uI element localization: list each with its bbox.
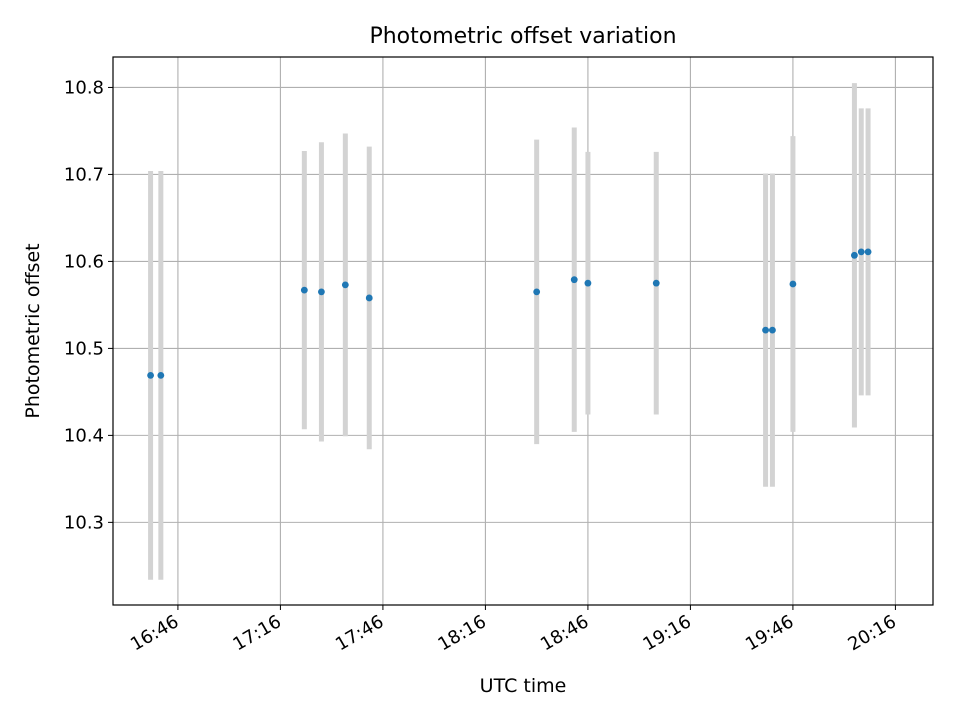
- x-axis-label: UTC time: [480, 675, 567, 697]
- x-tick-label: 16:46: [127, 611, 182, 655]
- y-tick-label: 10.7: [64, 164, 104, 185]
- data-point: [570, 276, 578, 284]
- data-point: [147, 371, 154, 379]
- y-tick-label: 10.5: [64, 338, 104, 359]
- plot-frame: [112, 56, 934, 606]
- data-points: [147, 248, 872, 379]
- data-point: [157, 371, 165, 379]
- x-tick-label: 19:16: [639, 611, 694, 655]
- data-point: [584, 279, 592, 287]
- x-tick-label: 18:16: [434, 611, 489, 655]
- y-tick-label: 10.6: [64, 251, 104, 272]
- y-axis-ticks: 10.3 10.4 10.5 10.6 10.7 10.8: [64, 77, 113, 533]
- data-point: [864, 248, 872, 256]
- x-tick-label: 19:46: [742, 611, 797, 655]
- data-point: [851, 251, 858, 259]
- y-tick-label: 10.8: [64, 77, 104, 98]
- x-tick-label: 18:46: [537, 611, 592, 655]
- data-point: [341, 281, 349, 289]
- y-tick-label: 10.3: [64, 512, 104, 533]
- data-point: [533, 288, 541, 296]
- y-tick-label: 10.4: [64, 425, 104, 446]
- data-point: [769, 326, 776, 334]
- chart-title: Photometric offset variation: [369, 24, 676, 49]
- x-tick-label: 20:16: [844, 611, 899, 655]
- y-axis-label: Photometric offset: [22, 243, 44, 418]
- data-point: [365, 294, 373, 302]
- data-point: [857, 248, 865, 256]
- data-point: [762, 326, 769, 334]
- data-point: [300, 286, 308, 294]
- errorbars: [148, 83, 871, 580]
- data-point: [318, 288, 325, 296]
- x-tick-label: 17:16: [229, 611, 284, 655]
- x-tick-label: 17:46: [332, 611, 387, 655]
- data-point: [789, 280, 797, 288]
- grid: [113, 57, 933, 605]
- data-point: [652, 279, 660, 287]
- x-axis-ticks: 16:46 17:16 17:46 18:16 18:46 19:16 19:46 20:16: [127, 605, 900, 655]
